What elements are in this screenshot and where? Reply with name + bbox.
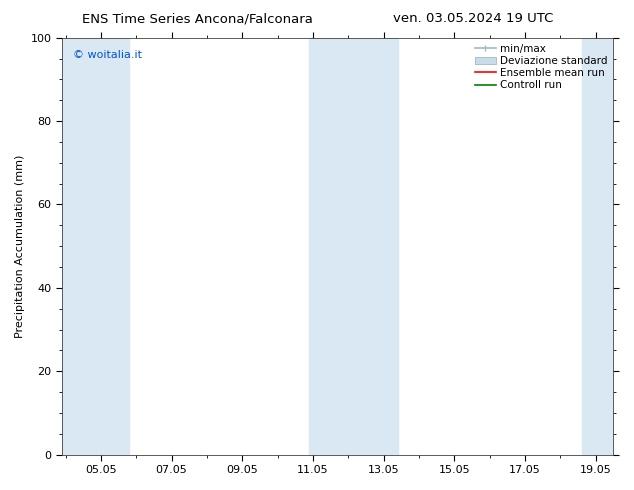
Text: ENS Time Series Ancona/Falconara: ENS Time Series Ancona/Falconara	[82, 12, 313, 25]
Bar	[62, 38, 129, 455]
Legend: min/max, Deviazione standard, Ensemble mean run, Controll run: min/max, Deviazione standard, Ensemble m…	[472, 41, 611, 93]
Y-axis label: Precipitation Accumulation (mm): Precipitation Accumulation (mm)	[15, 154, 25, 338]
Bar	[309, 38, 398, 455]
Text: ven. 03.05.2024 19 UTC: ven. 03.05.2024 19 UTC	[393, 12, 553, 25]
Text: © woitalia.it: © woitalia.it	[73, 50, 142, 60]
Bar	[581, 38, 614, 455]
